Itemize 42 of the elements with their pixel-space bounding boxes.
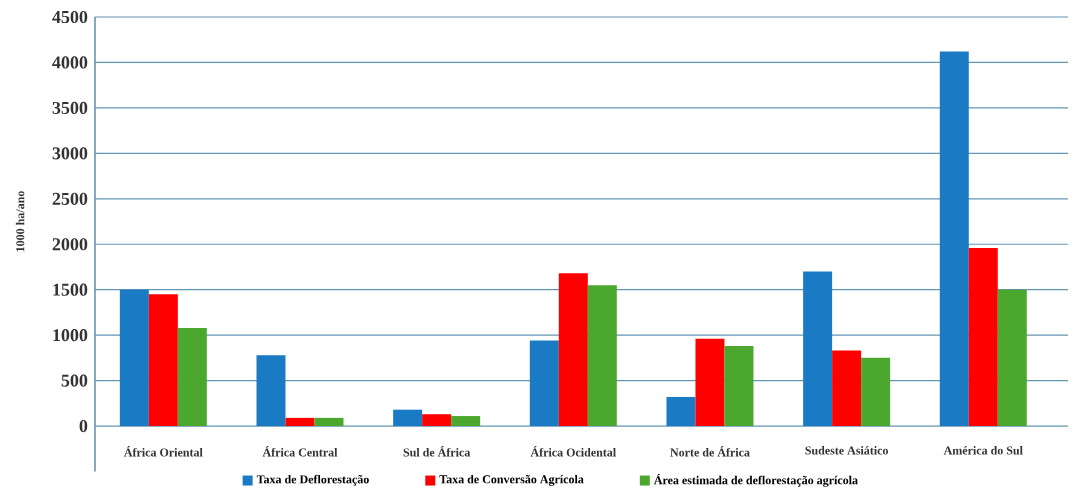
x-tick-label: África Oriental (123, 446, 203, 457)
y-tick-label: 500 (61, 374, 88, 387)
y-tick-label: 1000 (53, 329, 88, 342)
bar (119, 289, 149, 427)
y-tick-label: 3000 (52, 147, 88, 160)
bar (451, 416, 481, 427)
bar (558, 273, 588, 427)
bar (724, 346, 754, 427)
bar (177, 327, 207, 427)
legend-label: Taxa de Deflorestação (256, 474, 369, 486)
bar (314, 417, 344, 427)
y-tick-label: 2000 (52, 238, 88, 251)
bar (997, 289, 1027, 427)
bar (393, 409, 423, 427)
bar (939, 51, 969, 427)
x-tick-label: América do Sul (943, 446, 1023, 455)
x-tick-label: Sul de África (403, 446, 471, 457)
x-tick-label: África Ocidental (530, 446, 616, 457)
bar (422, 414, 452, 427)
y-tick-label: 4000 (52, 56, 88, 69)
bar (968, 247, 998, 427)
legend-label: Taxa de Conversão Agrícola (439, 474, 584, 486)
x-tick-label: África Central (262, 446, 338, 457)
legend-label: Área estimada de deflorestação agrícola (653, 473, 858, 487)
bar (695, 338, 725, 427)
y-tick-label: 0 (79, 419, 88, 433)
y-tick-label: 2500 (52, 192, 88, 205)
bar (529, 340, 559, 427)
y-tick-label: 3500 (52, 101, 88, 114)
bar (803, 271, 833, 427)
bar (832, 350, 862, 427)
bar (256, 355, 286, 427)
y-axis-title: 1000 ha/ano (15, 191, 25, 252)
y-tick-label: 4500 (52, 10, 88, 24)
bar (148, 294, 178, 427)
y-tick-label: 1500 (53, 283, 88, 296)
bar (861, 357, 891, 427)
bar (587, 285, 617, 427)
bar (285, 417, 315, 427)
x-tick-label: Sudeste Asiático (805, 446, 889, 455)
bar (666, 396, 696, 427)
x-tick-label: Norte de África (670, 446, 750, 457)
